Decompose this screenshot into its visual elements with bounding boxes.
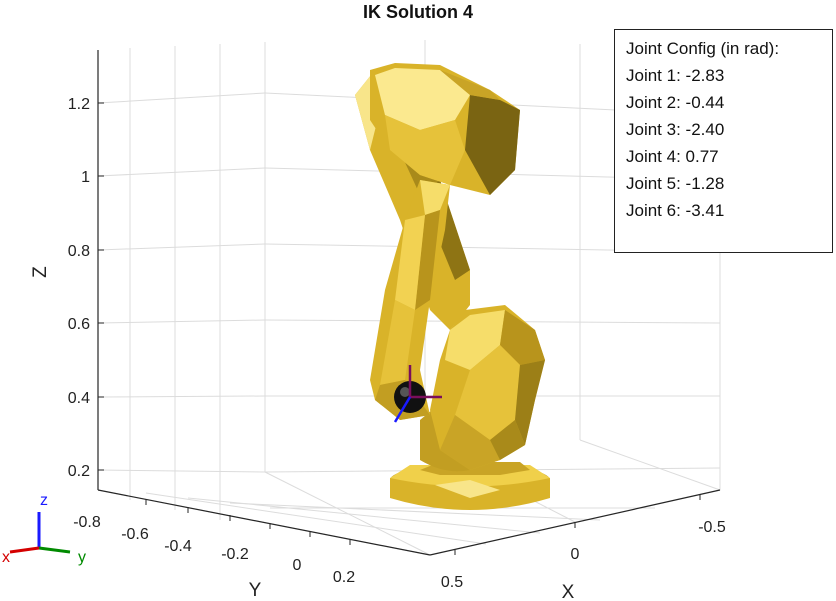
joint-value: Joint 1: -2.83 — [626, 66, 725, 85]
joint-config-heading: Joint Config (in rad): — [626, 39, 780, 58]
orientation-triad: z y x — [2, 492, 86, 566]
joint-value: Joint 4: 0.77 — [626, 147, 719, 166]
grid-lines — [97, 40, 721, 556]
robot-arm[interactable] — [355, 63, 550, 510]
robot-shoulder — [420, 305, 545, 472]
z-tick: 0.8 — [68, 243, 90, 260]
z-tick: 0.4 — [68, 390, 90, 407]
joint-config-box: Joint Config (in rad): Joint 1: -2.83 Jo… — [614, 29, 833, 253]
z-tick-marks — [98, 102, 104, 471]
x-tick: 0.5 — [441, 574, 463, 591]
y-tick-labels: -0.8 -0.6 -0.4 -0.2 0 0.2 — [73, 514, 355, 586]
y-axis-label: Y — [249, 580, 262, 601]
joint-value: Joint 3: -2.40 — [626, 120, 725, 139]
x-tick: -0.5 — [698, 519, 726, 536]
y-tick-marks — [145, 499, 351, 545]
y-tick: 0 — [293, 557, 302, 574]
y-tick: -0.6 — [121, 526, 149, 543]
z-axis-label: Z — [30, 266, 51, 278]
triad-y-label: y — [78, 549, 86, 566]
y-tick: 0.2 — [333, 569, 355, 586]
z-tick: 0.6 — [68, 316, 90, 333]
x-tick-marks — [454, 494, 701, 555]
joint-value: Joint 5: -1.28 — [626, 174, 725, 193]
triad-x-label: x — [2, 549, 10, 566]
z-tick: 0.2 — [68, 463, 90, 480]
z-tick: 1 — [81, 169, 90, 186]
end-effector — [393, 365, 442, 423]
x-axis-label: X — [562, 582, 575, 601]
x-tick-labels: -0.5 0 0.5 — [441, 519, 726, 591]
robot-base — [390, 462, 550, 510]
joint-value: Joint 2: -0.44 — [626, 93, 725, 112]
triad-z-label: z — [40, 492, 48, 509]
z-tick-labels: 1.2 1 0.8 0.6 0.4 0.2 — [68, 96, 90, 480]
joint-value: Joint 6: -3.41 — [626, 201, 725, 220]
robot-elbow — [370, 63, 520, 195]
plot-title: IK Solution 4 — [363, 2, 473, 22]
z-tick: 1.2 — [68, 96, 90, 113]
y-tick: -0.8 — [73, 514, 101, 531]
x-tick: 0 — [571, 546, 580, 563]
y-tick: -0.4 — [164, 538, 192, 555]
y-tick: -0.2 — [221, 546, 249, 563]
